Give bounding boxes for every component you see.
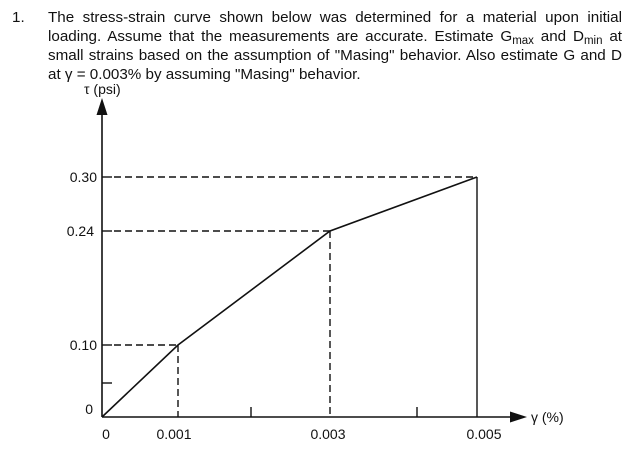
gmax-subscript: max xyxy=(512,35,534,47)
problem-text-part2: and D xyxy=(533,28,584,45)
x-label-0005: 0.005 xyxy=(466,426,501,442)
x-label-0001: 0.001 xyxy=(156,426,191,442)
y-label-030: 0.30 xyxy=(70,169,97,185)
y-axis-label: τ (psi) xyxy=(84,81,121,97)
x-axis-arrow-icon xyxy=(510,411,527,423)
stress-strain-curve xyxy=(101,176,478,418)
problem-statement: 1. The stress-strain curve shown below w… xyxy=(12,8,622,84)
y-label-010: 0.10 xyxy=(70,337,97,353)
x-label-0: 0 xyxy=(102,426,110,442)
y-label-0: 0 xyxy=(85,401,93,417)
problem-text: The stress-strain curve shown below was … xyxy=(48,8,622,84)
problem-text-part3: at small strains based on the assumption… xyxy=(48,28,622,83)
y-axis-arrow-icon xyxy=(96,98,108,115)
x-label-0003: 0.003 xyxy=(310,426,345,442)
y-label-024: 0.24 xyxy=(67,223,94,239)
dmin-subscript: min xyxy=(583,35,603,47)
problem-text-part1: The stress-strain curve shown below was … xyxy=(48,9,622,45)
problem-number: 1. xyxy=(12,9,25,26)
x-axis-label: γ (%) xyxy=(531,409,564,425)
